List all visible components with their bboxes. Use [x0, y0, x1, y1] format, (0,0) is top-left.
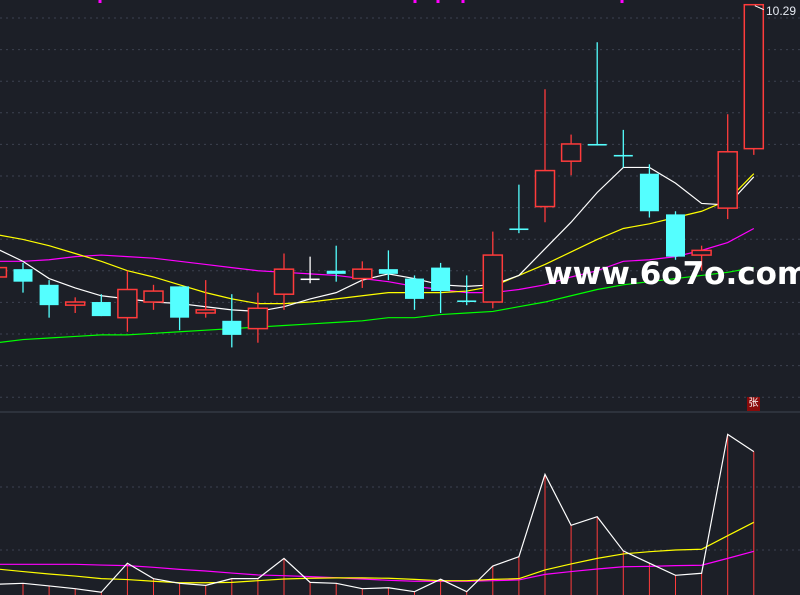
volume-ma-a-line — [0, 521, 755, 584]
candle-body — [666, 214, 685, 257]
candle-body — [195, 309, 216, 314]
candle[interactable] — [666, 211, 685, 260]
candle-body — [691, 249, 712, 256]
high-arrow-icon — [754, 5, 765, 11]
candle-body — [222, 320, 242, 335]
candle[interactable] — [743, 3, 765, 155]
volume-ma-b-line — [0, 550, 754, 582]
candle[interactable] — [431, 262, 451, 313]
candle-body — [534, 169, 556, 208]
candle[interactable] — [352, 261, 373, 288]
ma10-line — [0, 173, 755, 305]
event-marker — [436, 0, 440, 3]
candle[interactable] — [117, 270, 138, 332]
candle-body — [326, 270, 346, 274]
candle[interactable] — [247, 292, 269, 343]
candle[interactable] — [273, 253, 295, 310]
watermark: www.6o7o.com — [544, 256, 800, 292]
candle-body — [431, 267, 451, 292]
candle[interactable] — [91, 294, 111, 317]
candle-body — [743, 3, 765, 150]
candle[interactable] — [143, 284, 164, 310]
volume-line — [0, 433, 755, 593]
ma60-line — [0, 267, 754, 343]
high-price-label: 10.29 — [766, 4, 797, 18]
candle[interactable] — [300, 256, 320, 284]
candle-body — [587, 143, 607, 146]
candle[interactable] — [64, 297, 86, 313]
candle-body — [247, 307, 269, 330]
ma20-line — [0, 227, 755, 294]
candle-body — [117, 288, 138, 319]
candle-body — [457, 300, 477, 303]
candle[interactable] — [534, 89, 556, 223]
candle-body — [13, 269, 33, 282]
candle-body — [717, 151, 738, 209]
event-marker — [461, 0, 465, 3]
candle[interactable] — [195, 280, 216, 318]
candle[interactable] — [509, 184, 529, 234]
candle[interactable] — [457, 275, 477, 306]
candle-body — [143, 290, 164, 303]
candle[interactable] — [639, 164, 659, 218]
candle-body — [613, 154, 633, 157]
candle-body — [639, 173, 659, 212]
candle-body — [560, 143, 582, 162]
candle[interactable] — [482, 231, 504, 309]
candle-body — [378, 269, 398, 274]
candle[interactable] — [587, 42, 607, 146]
candle[interactable] — [326, 245, 346, 282]
candle-body — [91, 302, 111, 317]
candle[interactable] — [170, 286, 190, 331]
candle-body — [273, 268, 295, 295]
candle[interactable] — [613, 129, 633, 168]
candle[interactable] — [405, 275, 424, 310]
event-marker — [620, 0, 624, 3]
candle[interactable] — [378, 250, 398, 281]
candle-body — [300, 278, 320, 281]
candle[interactable] — [717, 114, 738, 220]
candle[interactable] — [560, 134, 582, 176]
candle[interactable] — [13, 262, 33, 293]
candle[interactable] — [39, 280, 59, 318]
candle-body — [405, 278, 424, 299]
candle-body — [170, 286, 190, 318]
candle-body — [0, 266, 8, 278]
event-marker — [413, 0, 417, 3]
candle[interactable] — [222, 294, 242, 348]
candle-body — [39, 284, 59, 306]
badge-icon[interactable]: 张 — [747, 397, 760, 411]
candle-body — [64, 301, 86, 306]
candle-body — [352, 268, 373, 280]
candle-body — [482, 254, 504, 303]
candle[interactable] — [691, 245, 712, 271]
candle-body — [509, 228, 529, 231]
candle[interactable] — [0, 266, 8, 278]
event-marker — [98, 0, 102, 3]
